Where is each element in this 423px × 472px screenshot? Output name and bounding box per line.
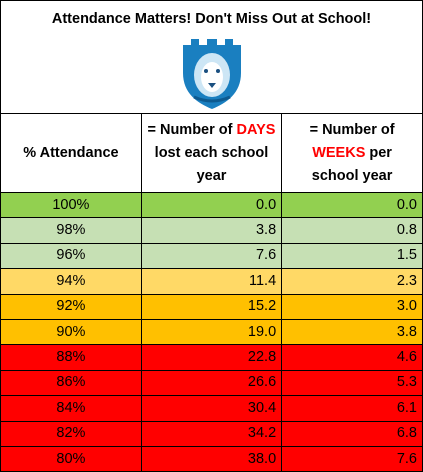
- header-text: = Number of: [147, 121, 233, 138]
- data-cell: 3.8: [281, 318, 422, 346]
- data-cell: 3.0: [281, 293, 422, 320]
- header-text: = Number of: [309, 121, 395, 138]
- data-cell: 11.4: [140, 268, 283, 295]
- data-cell: 0.8: [281, 217, 422, 244]
- data-cell: 22.8: [140, 344, 283, 371]
- header-cell: = Number of DAYS lost each school year: [140, 114, 283, 193]
- data-cell: 88%: [1, 344, 142, 371]
- data-cell: 82%: [1, 420, 142, 447]
- data-cell: 1.5: [281, 242, 422, 270]
- data-cell: 30.4: [140, 395, 283, 422]
- header-cell: = Number of WEEKS per school year: [281, 114, 422, 193]
- data-cell: 90%: [1, 318, 142, 346]
- data-cell: 0.0: [140, 191, 283, 219]
- data-cell: 26.6: [140, 369, 283, 397]
- data-cell: 15.2: [140, 293, 283, 320]
- data-cell: 3.8: [140, 217, 283, 244]
- data-cell: 7.6: [281, 445, 422, 471]
- header-cell: % Attendance: [1, 114, 142, 193]
- data-row: 98% 3.8 0.8: [1, 217, 422, 244]
- data-row: 92% 15.2 3.0: [1, 293, 422, 320]
- title: Attendance Matters! Don't Miss Out at Sc…: [51, 11, 372, 27]
- data-row: 96% 7.6 1.5: [1, 242, 422, 270]
- data-cell: 4.6: [281, 344, 422, 371]
- header-text: per school year: [311, 144, 393, 184]
- data-row: 94% 11.4 2.3: [1, 268, 422, 295]
- data-cell: 94%: [1, 268, 142, 295]
- data-cell: 80%: [1, 445, 142, 471]
- data-cell: 98%: [1, 217, 142, 244]
- shield-logo: [182, 39, 241, 109]
- data-row: 88% 22.8 4.6: [1, 344, 422, 371]
- data-cell: 100%: [1, 191, 142, 219]
- data-cell: 6.8: [281, 420, 422, 447]
- header-highlight: WEEKS: [312, 144, 366, 161]
- header-highlight: DAYS: [236, 121, 276, 138]
- data-cell: 6.1: [281, 395, 422, 422]
- data-cell: 34.2: [140, 420, 283, 447]
- attendance-table: % Attendance = Number of DAYS lost each s…: [1, 114, 422, 471]
- data-row: 84% 30.4 6.1: [1, 395, 422, 422]
- data-cell: 96%: [1, 242, 142, 270]
- data-row: 90% 19.0 3.8: [1, 318, 422, 346]
- data-cell: 0.0: [281, 191, 422, 219]
- data-cell: 19.0: [140, 318, 283, 346]
- data-cell: 38.0: [140, 445, 283, 471]
- data-cell: 2.3: [281, 268, 422, 295]
- data-row: 100% 0.0 0.0: [1, 191, 422, 219]
- logo: [1, 37, 422, 114]
- header-row: % Attendance = Number of DAYS lost each s…: [1, 114, 422, 193]
- data-cell: 5.3: [281, 369, 422, 397]
- data-row: 82% 34.2 6.8: [1, 420, 422, 447]
- data-row: 80% 38.0 7.6: [1, 445, 422, 471]
- data-cell: 86%: [1, 369, 142, 397]
- header-text: lost each school year: [154, 144, 269, 184]
- data-row: 86% 26.6 5.3: [1, 369, 422, 397]
- data-cell: 7.6: [140, 242, 283, 270]
- data-cell: 92%: [1, 293, 142, 320]
- data-cell: 84%: [1, 395, 142, 422]
- header-text: % Attendance: [23, 144, 119, 161]
